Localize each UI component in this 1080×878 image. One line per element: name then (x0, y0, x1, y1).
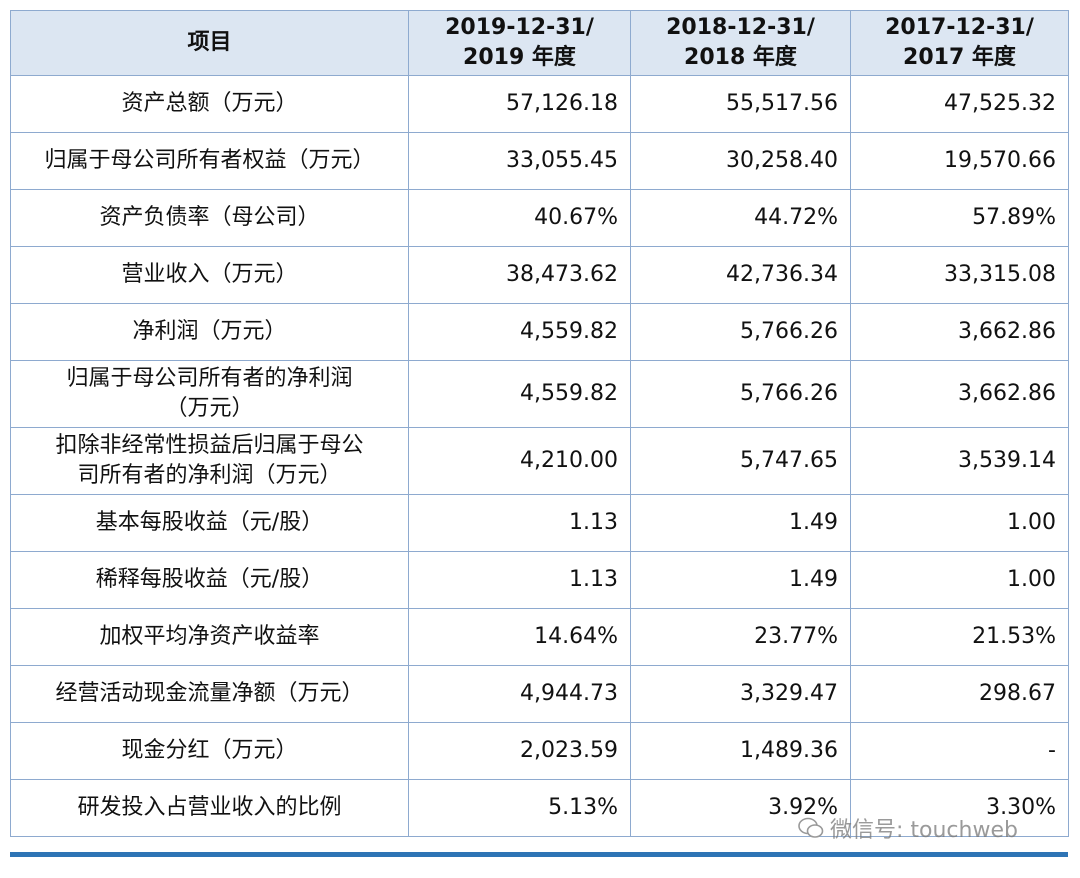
value-cell: 47,525.32 (850, 75, 1069, 133)
table-row: 基本每股收益（元/股） 1.13 1.49 1.00 (10, 494, 1069, 552)
value-cell: 14.64% (408, 608, 631, 666)
table-row: 经营活动现金流量净额（万元） 4,944.73 3,329.47 298.67 (10, 665, 1069, 723)
header-cell: 2019-12-31/ 2019 年度 (408, 10, 631, 76)
row-label: 稀释每股收益（元/股） (10, 551, 409, 609)
value-cell: 2,023.59 (408, 722, 631, 780)
row-label: 研发投入占营业收入的比例 (10, 779, 409, 837)
value-cell: 298.67 (850, 665, 1069, 723)
header-row: 项目 2019-12-31/ 2019 年度 2018-12-31/ 2018 年度… (10, 10, 1069, 76)
watermark-text: 微信号: touchweb (830, 818, 1018, 843)
row-label: 现金分红（万元） (10, 722, 409, 780)
value-cell: 1.13 (408, 551, 631, 609)
value-cell: 3,662.86 (850, 303, 1069, 361)
value-cell: 4,210.00 (408, 427, 631, 495)
table-row: 扣除非经常性损益后归属于母公 司所有者的净利润（万元） 4,210.00 5,747… (10, 427, 1069, 495)
value-cell: 33,055.45 (408, 132, 631, 190)
row-label: 营业收入（万元） (10, 246, 409, 304)
value-cell: 44.72% (630, 189, 851, 247)
value-cell: 4,559.82 (408, 360, 631, 428)
row-label: 扣除非经常性损益后归属于母公 司所有者的净利润（万元） (10, 427, 409, 495)
value-cell: - (850, 722, 1069, 780)
value-cell: 5,747.65 (630, 427, 851, 495)
header-cell: 2017-12-31/ 2017 年度 (850, 10, 1069, 76)
value-cell: 3,539.14 (850, 427, 1069, 495)
value-cell: 33,315.08 (850, 246, 1069, 304)
table-row: 净利润（万元） 4,559.82 5,766.26 3,662.86 (10, 303, 1069, 361)
value-cell: 1.00 (850, 494, 1069, 552)
table-body: 资产总额（万元） 57,126.18 55,517.56 47,525.32 归属于母公… (10, 75, 1069, 837)
table-row: 稀释每股收益（元/股） 1.13 1.49 1.00 (10, 551, 1069, 609)
value-cell: 1.49 (630, 551, 851, 609)
value-cell: 40.67% (408, 189, 631, 247)
value-cell: 57.89% (850, 189, 1069, 247)
table-row: 研发投入占营业收入的比例 5.13% 3.92% 3.30% (10, 779, 1069, 837)
value-cell: 3.30% (850, 779, 1069, 837)
row-label: 净利润（万元） (10, 303, 409, 361)
table-row: 资产总额（万元） 57,126.18 55,517.56 47,525.32 (10, 75, 1069, 133)
value-cell: 38,473.62 (408, 246, 631, 304)
row-label: 归属于母公司所有者权益（万元） (10, 132, 409, 190)
table-row: 营业收入（万元） 38,473.62 42,736.34 33,315.08 (10, 246, 1069, 304)
value-cell: 5,766.26 (630, 303, 851, 361)
watermark: 微信号: touchweb (798, 812, 1018, 844)
header-cell: 2018-12-31/ 2018 年度 (630, 10, 851, 76)
value-cell: 5,766.26 (630, 360, 851, 428)
value-cell: 55,517.56 (630, 75, 851, 133)
header-cell: 项目 (10, 10, 409, 76)
row-label: 归属于母公司所有者的净利润 （万元） (10, 360, 409, 428)
value-cell: 5.13% (408, 779, 631, 837)
table-row: 资产负债率（母公司） 40.67% 44.72% 57.89% (10, 189, 1069, 247)
value-cell: 4,944.73 (408, 665, 631, 723)
value-cell: 1,489.36 (630, 722, 851, 780)
value-cell: 1.13 (408, 494, 631, 552)
table-row: 归属于母公司所有者权益（万元） 33,055.45 30,258.40 19,570.… (10, 132, 1069, 190)
table-row: 归属于母公司所有者的净利润 （万元） 4,559.82 5,766.26 3,662.… (10, 360, 1069, 428)
value-cell: 30,258.40 (630, 132, 851, 190)
value-cell: 57,126.18 (408, 75, 631, 133)
value-cell: 23.77% (630, 608, 851, 666)
wechat-icon (798, 817, 824, 838)
value-cell: 42,736.34 (630, 246, 851, 304)
table-row: 加权平均净资产收益率 14.64% 23.77% 21.53% (10, 608, 1069, 666)
value-cell: 1.00 (850, 551, 1069, 609)
row-label: 经营活动现金流量净额（万元） (10, 665, 409, 723)
row-label: 基本每股收益（元/股） (10, 494, 409, 552)
value-cell: 4,559.82 (408, 303, 631, 361)
row-label: 资产负债率（母公司） (10, 189, 409, 247)
row-label: 资产总额（万元） (10, 75, 409, 133)
value-cell: 1.49 (630, 494, 851, 552)
value-cell: 21.53% (850, 608, 1069, 666)
value-cell: 3,329.47 (630, 665, 851, 723)
bottom-rule (10, 852, 1068, 857)
value-cell: 3,662.86 (850, 360, 1069, 428)
financial-table: 项目 2019-12-31/ 2019 年度 2018-12-31/ 2018 年度… (10, 10, 1069, 837)
value-cell: 19,570.66 (850, 132, 1069, 190)
table-row: 现金分红（万元） 2,023.59 1,489.36- (10, 722, 1069, 780)
row-label: 加权平均净资产收益率 (10, 608, 409, 666)
